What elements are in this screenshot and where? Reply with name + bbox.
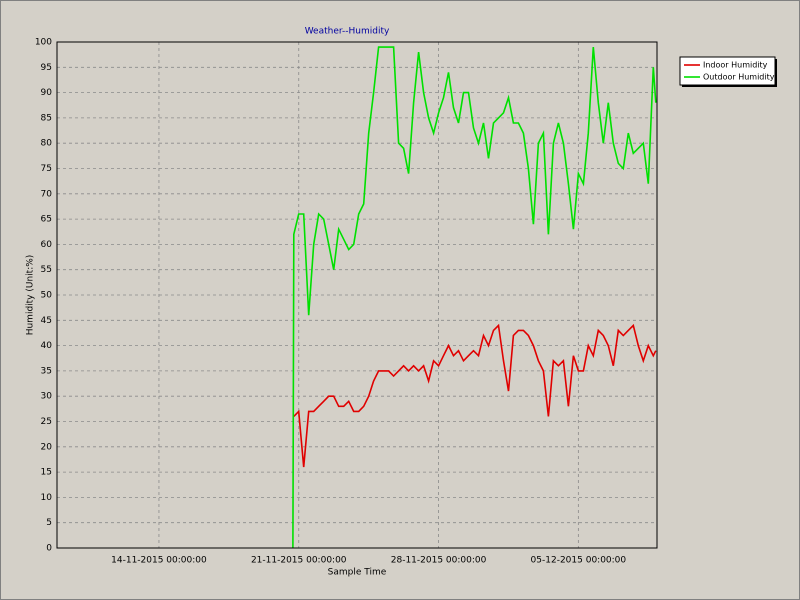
y-tick-label: 25 bbox=[41, 417, 52, 427]
y-tick-label: 35 bbox=[41, 366, 52, 376]
y-tick-label: 40 bbox=[41, 341, 53, 351]
y-tick-label: 90 bbox=[41, 88, 53, 98]
y-tick-label: 60 bbox=[41, 240, 53, 250]
x-axis-label: Sample Time bbox=[328, 568, 387, 578]
legend-label: Indoor Humidity bbox=[703, 61, 768, 70]
y-tick-label: 5 bbox=[46, 518, 52, 528]
y-tick-label: 55 bbox=[41, 265, 52, 275]
plot-border bbox=[56, 41, 658, 549]
x-tick-label: 28-11-2015 00:00:00 bbox=[391, 556, 487, 566]
data-line bbox=[292, 46, 657, 549]
y-tick-label: 45 bbox=[41, 316, 52, 326]
y-tick-label: 95 bbox=[41, 63, 52, 73]
x-tick-label: 21-11-2015 00:00:00 bbox=[251, 556, 347, 566]
y-tick-label: 30 bbox=[41, 392, 53, 402]
chart-title: Weather--Humidity bbox=[305, 27, 390, 37]
y-tick-label: 15 bbox=[41, 468, 52, 478]
y-tick-label: 50 bbox=[41, 291, 53, 301]
y-tick-label: 80 bbox=[41, 139, 53, 149]
y-tick-label: 75 bbox=[41, 164, 52, 174]
y-tick-label: 0 bbox=[46, 544, 52, 554]
data-line bbox=[293, 323, 657, 468]
y-tick-label: 100 bbox=[35, 38, 52, 48]
x-tick-label: 14-11-2015 00:00:00 bbox=[111, 556, 207, 566]
y-tick-label: 70 bbox=[41, 189, 53, 199]
y-tick-label: 65 bbox=[41, 215, 52, 225]
y-tick-label: 85 bbox=[41, 113, 52, 123]
legend-box bbox=[679, 56, 776, 86]
y-axis-label: Humidity (Unit:%) bbox=[26, 255, 36, 336]
legend-label: Outdoor Humidity bbox=[703, 73, 775, 82]
y-tick-label: 20 bbox=[41, 442, 53, 452]
x-tick-label: 05-12-2015 00:00:00 bbox=[531, 556, 627, 566]
y-tick-label: 10 bbox=[41, 493, 53, 503]
